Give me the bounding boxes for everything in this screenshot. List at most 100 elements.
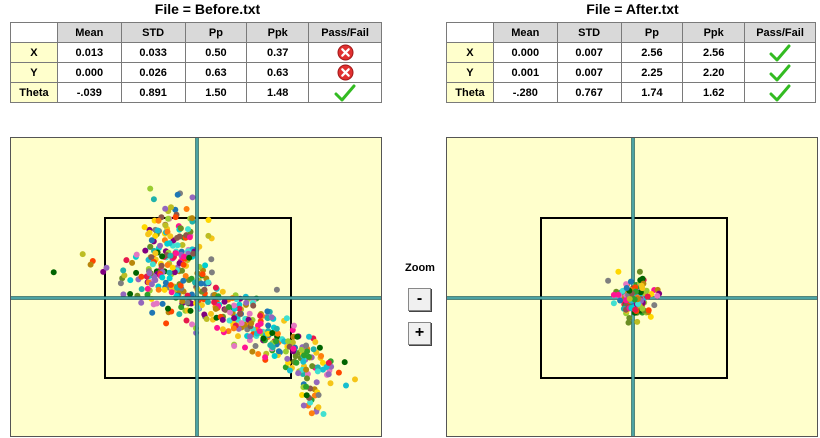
scatter-point <box>275 348 282 355</box>
scatter-point <box>273 338 279 345</box>
header-mean: Mean <box>56 22 122 43</box>
before-plot-canvas <box>11 138 381 436</box>
scatter-point <box>235 333 241 340</box>
zoom-out-button[interactable]: - <box>408 288 431 311</box>
scatter-point <box>238 320 245 327</box>
zoom-in-button[interactable]: + <box>408 322 431 345</box>
std-value: 0.007 <box>556 62 622 83</box>
scatter-point <box>138 286 145 293</box>
row-label: Theta <box>10 82 58 103</box>
scatter-point <box>623 285 630 291</box>
scatter-point <box>201 286 208 293</box>
scatter-point <box>627 278 634 285</box>
scatter-point <box>167 252 174 259</box>
scatter-point <box>292 353 299 360</box>
scatter-point <box>87 261 94 268</box>
before-title: File = Before.txt <box>154 1 261 17</box>
scatter-point <box>219 288 226 295</box>
scatter-point <box>290 345 297 352</box>
scatter-point <box>162 279 169 286</box>
scatter-point <box>262 354 269 361</box>
pass-cell <box>744 82 816 103</box>
scatter-point <box>162 205 169 212</box>
scatter-point <box>282 364 289 371</box>
scatter-point <box>303 392 310 399</box>
scatter-point <box>257 320 264 327</box>
table-header-row: Mean STD Pp Ppk Pass/Fail <box>446 22 816 43</box>
scatter-point <box>205 279 212 286</box>
scatter-point <box>225 304 232 310</box>
scatter-point <box>269 330 276 336</box>
scatter-point <box>265 322 272 329</box>
scatter-point <box>164 262 171 268</box>
scatter-point <box>249 348 256 355</box>
scatter-point <box>148 281 155 288</box>
scatter-point <box>306 333 312 340</box>
scatter-point <box>226 317 233 324</box>
scatter-point <box>242 344 248 351</box>
scatter-point <box>168 289 175 296</box>
pass-cell <box>308 82 382 103</box>
scatter-point <box>172 206 179 213</box>
scatter-point <box>129 259 136 266</box>
scatter-point <box>169 264 176 271</box>
corner-cell <box>10 22 58 43</box>
scatter-point <box>252 343 259 349</box>
scatter-point <box>631 296 638 303</box>
scatter-point <box>121 272 128 279</box>
scatter-point <box>610 300 617 307</box>
scatter-point <box>314 368 321 375</box>
scatter-point <box>147 185 154 192</box>
scatter-point <box>100 268 107 275</box>
scatter-point <box>141 224 148 231</box>
scatter-point <box>147 243 154 250</box>
scatter-point <box>320 411 327 417</box>
green-check-icon <box>769 44 791 61</box>
std-value: 0.026 <box>120 62 186 83</box>
scatter-point <box>626 295 633 302</box>
std-value: 0.767 <box>556 82 622 103</box>
scatter-point <box>643 287 650 294</box>
scatter-point <box>189 321 195 328</box>
scatter-point <box>180 277 187 284</box>
mean-value: -.039 <box>56 82 122 103</box>
scatter-point <box>307 399 314 406</box>
after-scatter-plot[interactable] <box>446 137 818 437</box>
scatter-point <box>315 392 322 398</box>
scatter-point <box>205 232 212 239</box>
scatter-point <box>152 250 159 257</box>
before-scatter-plot[interactable] <box>10 137 382 437</box>
scatter-point <box>174 191 181 198</box>
scatter-point <box>304 375 310 382</box>
scatter-point <box>172 214 179 221</box>
scatter-point <box>208 310 214 317</box>
scatter-point <box>647 313 654 320</box>
scatter-point <box>315 404 322 411</box>
scatter-point <box>341 359 348 366</box>
scatter-point <box>211 299 218 306</box>
scatter-point <box>610 291 617 298</box>
table-row: Y 0.000 0.026 0.63 0.63 <box>10 62 382 83</box>
scatter-point <box>165 215 172 222</box>
scatter-point <box>293 359 300 366</box>
row-label: Y <box>446 62 494 83</box>
mean-value: 0.013 <box>56 42 122 63</box>
table-row: Theta -.280 0.767 1.74 1.62 <box>446 82 816 103</box>
green-check-icon <box>769 64 791 81</box>
scatter-point <box>303 366 310 373</box>
row-label: Theta <box>446 82 494 103</box>
scatter-point <box>212 305 219 312</box>
row-label: Y <box>10 62 58 83</box>
scatter-point <box>164 240 171 247</box>
scatter-point <box>316 344 323 351</box>
before-points <box>50 185 358 417</box>
scatter-point <box>165 305 171 312</box>
scatter-point <box>634 318 641 325</box>
scatter-point <box>186 254 193 261</box>
scatter-point <box>187 307 194 314</box>
scatter-point <box>145 231 152 238</box>
std-value: 0.033 <box>120 42 186 63</box>
scatter-point <box>167 233 174 240</box>
scatter-point <box>177 225 184 232</box>
scatter-point <box>605 277 612 284</box>
